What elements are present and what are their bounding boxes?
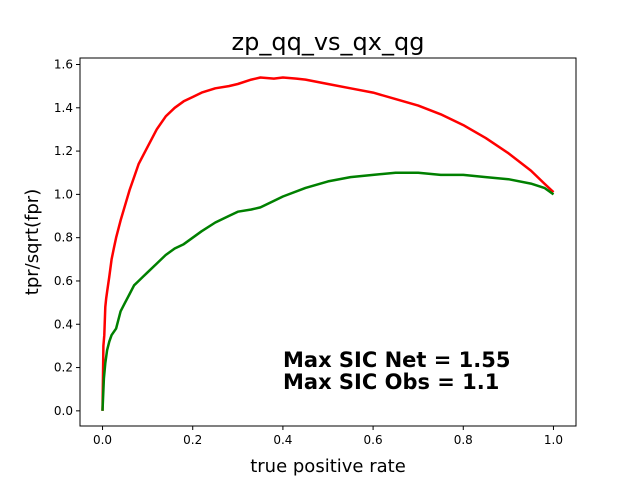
x-tick-label: 0.0 [93, 433, 112, 447]
y-tick-label: 0.8 [54, 231, 73, 245]
x-tick-label: 0.4 [273, 433, 292, 447]
plot-frame [79, 57, 577, 427]
x-tick-label: 0.6 [364, 433, 383, 447]
y-tick-label: 0.6 [54, 274, 73, 288]
x-axis-label: true positive rate [250, 456, 406, 477]
y-tick-label: 1.4 [54, 101, 73, 115]
plot-area [101, 76, 555, 411]
annotation-max-sic-obs: Max SIC Obs = 1.1 [283, 370, 499, 394]
y-axis: 0.0 0.2 0.4 0.6 0.8 1.0 1.2 1.4 1.6 [54, 57, 80, 418]
y-tick-label: 0.2 [54, 361, 73, 375]
x-axis: 0.0 0.2 0.4 0.6 0.8 1.0 [93, 426, 563, 447]
x-tick-label: 0.2 [183, 433, 202, 447]
y-tick-label: 1.6 [54, 57, 73, 71]
chart-title: zp_qq_vs_qx_qg [232, 28, 425, 56]
x-tick-label: 0.8 [454, 433, 473, 447]
y-axis-label: tpr/sqrt(fpr) [22, 189, 43, 295]
y-tick-label: 0.0 [54, 404, 73, 418]
y-tick-label: 1.0 [54, 187, 73, 201]
series-line-1 [101, 76, 555, 411]
series-line-2 [101, 171, 555, 411]
y-tick-label: 0.4 [54, 317, 73, 331]
x-tick-label: 1.0 [544, 433, 563, 447]
y-tick-label: 1.2 [54, 144, 73, 158]
annotation-max-sic-net: Max SIC Net = 1.55 [283, 348, 510, 372]
